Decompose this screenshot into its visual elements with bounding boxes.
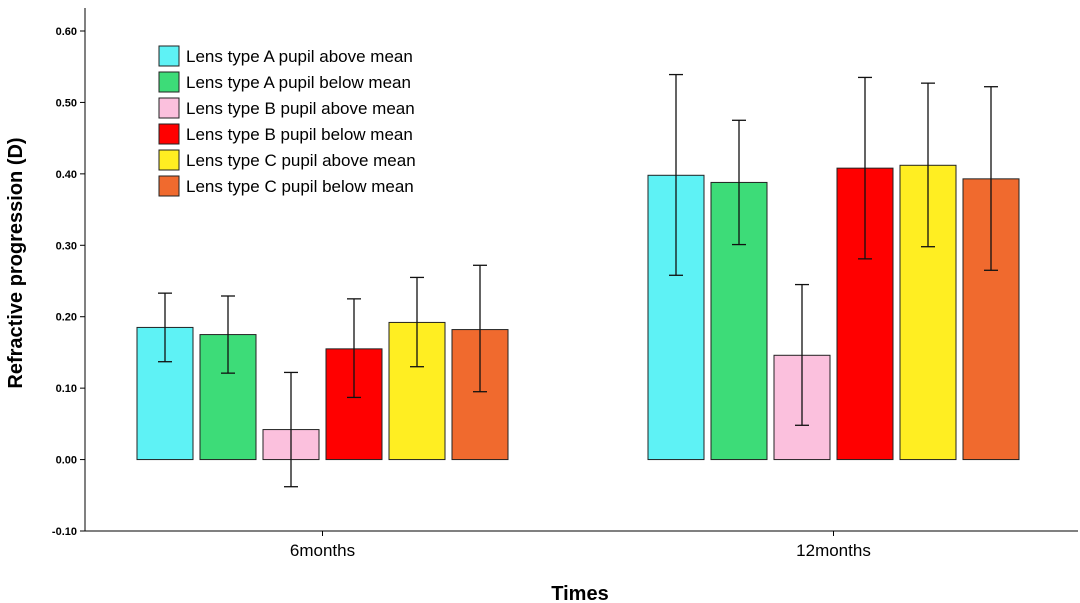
- legend-label: Lens type A pupil below mean: [186, 73, 411, 92]
- legend-swatch: [158, 45, 180, 67]
- y-tick-label: 0.30: [56, 240, 77, 252]
- legend: Lens type A pupil above mean Lens type A …: [158, 45, 416, 197]
- legend-label: Lens type C pupil below mean: [186, 177, 414, 196]
- legend-swatch: [158, 71, 180, 93]
- legend-label: Lens type B pupil below mean: [186, 125, 413, 144]
- y-tick-label: 0.50: [56, 97, 77, 109]
- legend-label: Lens type C pupil above mean: [186, 151, 416, 170]
- legend-label: Lens type A pupil above mean: [186, 47, 413, 66]
- y-tick-label: 0.60: [56, 26, 77, 38]
- bar-groups: [136, 73, 1020, 488]
- x-tick-label: 12months: [796, 541, 871, 560]
- y-tick-label: 0.00: [56, 455, 77, 467]
- y-tick-label: 0.20: [56, 312, 77, 324]
- legend-label: Lens type B pupil above mean: [186, 99, 415, 118]
- x-tick-label: 6months: [290, 541, 355, 560]
- y-tick-label: 0.40: [56, 169, 77, 181]
- legend-swatch: [158, 97, 180, 119]
- legend-swatch: [158, 149, 180, 171]
- x-axis-title: Times: [551, 583, 608, 603]
- y-tick-label: 0.10: [56, 383, 77, 395]
- y-axis-title: Refractive progression (D): [5, 137, 27, 388]
- legend-swatch: [158, 175, 180, 197]
- x-axis: 6months 12months: [85, 530, 1078, 560]
- y-tick-label: -0.10: [52, 526, 77, 538]
- y-axis: -0.10 0.00 0.10 0.20 0.30 0.40 0.50 0.60: [52, 8, 86, 538]
- legend-swatch: [158, 123, 180, 145]
